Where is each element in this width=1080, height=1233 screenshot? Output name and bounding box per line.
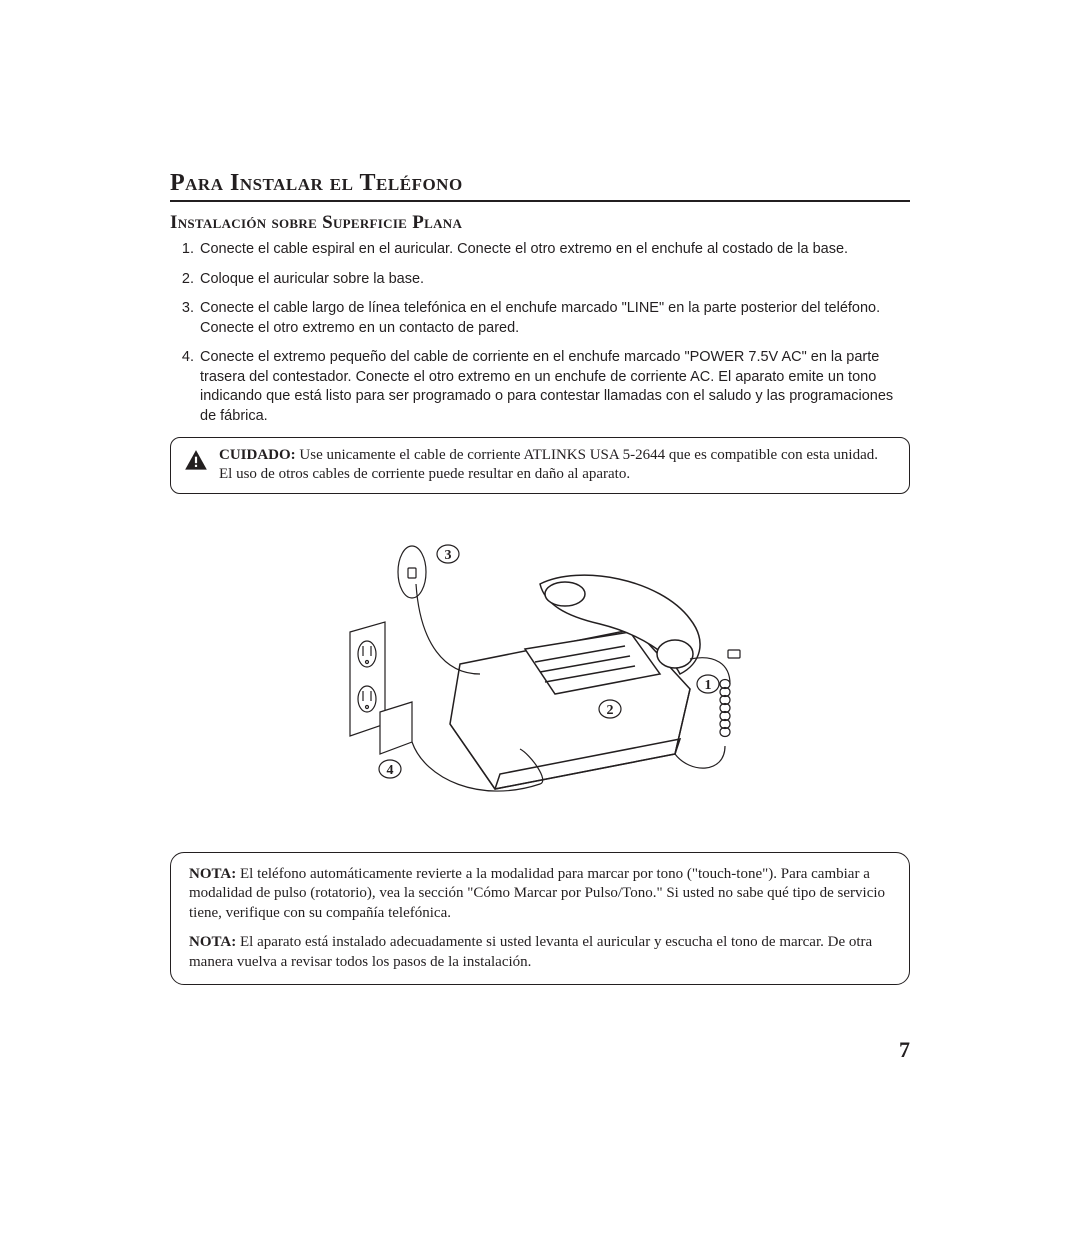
- note-1-text: El teléfono automáticamente revierte a l…: [189, 866, 885, 921]
- page-title: Para Instalar el Teléfono: [170, 170, 910, 202]
- step-item: Conecte el cable largo de línea telefóni…: [198, 299, 910, 338]
- warning-icon: [183, 448, 209, 474]
- phone-install-illustration: 3 1 2 4: [330, 524, 750, 824]
- manual-page: Para Instalar el Teléfono Instalación so…: [0, 0, 1080, 1233]
- step-item: Conecte el cable espiral en el auricular…: [198, 240, 910, 260]
- diagram-label-2: 2: [607, 703, 614, 718]
- note-2-text: El aparato está instalado adecuadamente …: [189, 934, 872, 970]
- diagram-label-3: 3: [445, 548, 452, 563]
- caution-text: CUIDADO: Use unicamente el cable de corr…: [219, 446, 893, 485]
- install-steps-list: Conecte el cable espiral en el auricular…: [170, 240, 910, 427]
- caution-body: Use unicamente el cable de corriente ATL…: [219, 447, 878, 483]
- step-item: Conecte el extremo pequeño del cable de …: [198, 348, 910, 426]
- caution-label: CUIDADO:: [219, 447, 296, 463]
- note-1: NOTA: El teléfono automáticamente revier…: [189, 865, 891, 924]
- note-label: NOTA:: [189, 866, 236, 882]
- notes-box: NOTA: El teléfono automáticamente revier…: [170, 852, 910, 986]
- page-number: 7: [899, 1037, 910, 1063]
- step-item: Coloque el auricular sobre la base.: [198, 270, 910, 290]
- note-2: NOTA: El aparato está instalado adecuada…: [189, 933, 891, 972]
- diagram-label-4: 4: [387, 763, 394, 778]
- caution-box: CUIDADO: Use unicamente el cable de corr…: [170, 437, 910, 494]
- diagram-label-1: 1: [705, 678, 712, 693]
- section-title: Instalación sobre Superficie Plana: [170, 212, 910, 234]
- note-label: NOTA:: [189, 934, 236, 950]
- install-diagram: 3 1 2 4: [170, 524, 910, 824]
